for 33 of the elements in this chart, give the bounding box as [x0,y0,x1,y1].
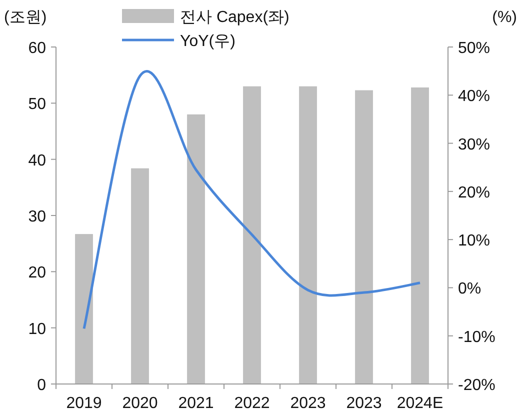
x-tick-label: 2023 [290,395,326,412]
x-tick-label: 2022 [234,395,270,412]
y-tick-label: 60 [28,40,46,57]
y2-axis-title: (%) [492,9,517,26]
bar [299,86,317,384]
y2-tick-label: 0% [458,280,482,298]
y-tick-label: 40 [28,152,46,170]
bar [75,234,93,384]
y2-tick-label: -20% [458,377,496,394]
x-tick-label: 2019 [66,395,102,412]
bar [243,86,261,384]
y2-tick-label: 40% [458,88,490,106]
y2-tick-label: -10% [458,328,496,346]
bar [411,87,429,384]
y-tick-label: 20 [28,264,46,282]
legend-label: YoY(우) [180,33,236,50]
y-tick-label: 0 [37,377,46,394]
y-tick-label: 30 [28,208,46,226]
x-tick-label: 2023 [346,395,382,412]
x-tick-label: 2024E [396,395,444,412]
y2-tick-label: 10% [458,232,490,250]
y2-tick-label: 50% [458,40,490,57]
y2-tick-label: 20% [458,184,490,202]
bar [355,90,373,384]
legend-label: 전사 Capex(좌) [180,9,290,26]
y2-tick-label: 30% [458,136,490,154]
y-tick-label: 10 [28,320,46,338]
y-tick-label: 50 [28,96,46,114]
x-tick-label: 2020 [122,395,158,412]
x-tick-label: 2021 [178,395,214,412]
y-axis-title: (조원) [4,9,47,26]
bar [131,168,149,384]
bar [187,114,205,384]
